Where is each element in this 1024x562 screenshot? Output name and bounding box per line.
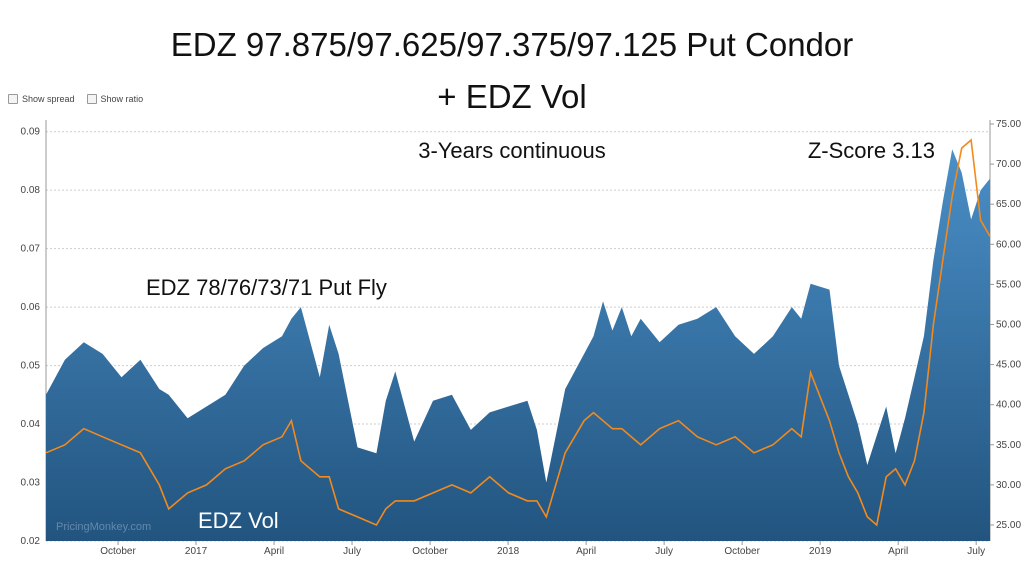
show-spread-label: Show spread <box>22 94 75 104</box>
show-ratio-label: Show ratio <box>100 94 144 104</box>
right-tick-label: 60.00 <box>996 239 1021 250</box>
right-tick-label: 70.00 <box>996 159 1021 170</box>
x-tick-label: October <box>724 546 760 557</box>
show-spread-checkbox[interactable]: Show spread <box>8 94 75 104</box>
left-tick-label: 0.09 <box>21 127 41 138</box>
left-tick-label: 0.04 <box>21 419 41 430</box>
right-tick-label: 25.00 <box>996 520 1021 531</box>
x-tick-label: 2017 <box>185 546 208 557</box>
left-axis: 0.09 0.08 0.07 0.06 0.05 0.04 0.03 0.02 <box>21 120 47 547</box>
right-axis: 75.00 70.00 65.00 60.00 55.00 50.00 45.00 40.00… <box>989 119 1021 541</box>
chart-title-line2: + EDZ Vol <box>437 78 587 115</box>
watermark: PricingMonkey.com <box>56 521 151 533</box>
x-tick-label: October <box>100 546 136 557</box>
left-tick-label: 0.05 <box>21 361 41 372</box>
zscore-annotation: Z-Score 3.13 <box>808 138 935 163</box>
right-tick-label: 50.00 <box>996 319 1021 330</box>
right-tick-label: 75.00 <box>996 119 1021 130</box>
chart-title-line1: EDZ 97.875/97.625/97.375/97.125 Put Cond… <box>170 26 854 63</box>
right-tick-label: 65.00 <box>996 199 1021 210</box>
x-tick-label: 2018 <box>497 546 520 557</box>
checkbox-icon <box>86 94 97 104</box>
x-tick-label: April <box>264 546 284 557</box>
x-tick-label: April <box>576 546 596 557</box>
chart-controls: Show spread Show ratio <box>8 94 143 104</box>
left-tick-label: 0.06 <box>21 302 41 313</box>
left-tick-label: 0.02 <box>21 536 41 547</box>
x-tick-label: April <box>888 546 908 557</box>
period-annotation: 3-Years continuous <box>418 138 606 163</box>
x-tick-label: July <box>655 546 673 557</box>
right-tick-label: 55.00 <box>996 279 1021 290</box>
x-tick-label: July <box>343 546 361 557</box>
show-ratio-checkbox[interactable]: Show ratio <box>86 94 144 104</box>
edz-vol-label: EDZ Vol <box>198 508 279 533</box>
right-tick-label: 40.00 <box>996 400 1021 411</box>
left-tick-label: 0.07 <box>21 244 41 255</box>
checkbox-icon <box>8 94 18 104</box>
x-tick-label: October <box>412 546 448 557</box>
right-tick-label: 30.00 <box>996 480 1021 491</box>
put-fly-label: EDZ 78/76/73/71 Put Fly <box>146 275 387 300</box>
edz-vol-line <box>45 138 991 527</box>
left-tick-label: 0.03 <box>21 478 41 489</box>
x-tick-label: July <box>967 546 985 557</box>
left-tick-label: 0.08 <box>21 185 41 196</box>
right-tick-label: 45.00 <box>996 360 1021 371</box>
x-tick-label: 2019 <box>809 546 832 557</box>
x-axis: October 2017 April July October 2018 April July… <box>100 541 985 557</box>
put-fly-area <box>46 149 990 541</box>
right-tick-label: 35.00 <box>996 440 1021 451</box>
